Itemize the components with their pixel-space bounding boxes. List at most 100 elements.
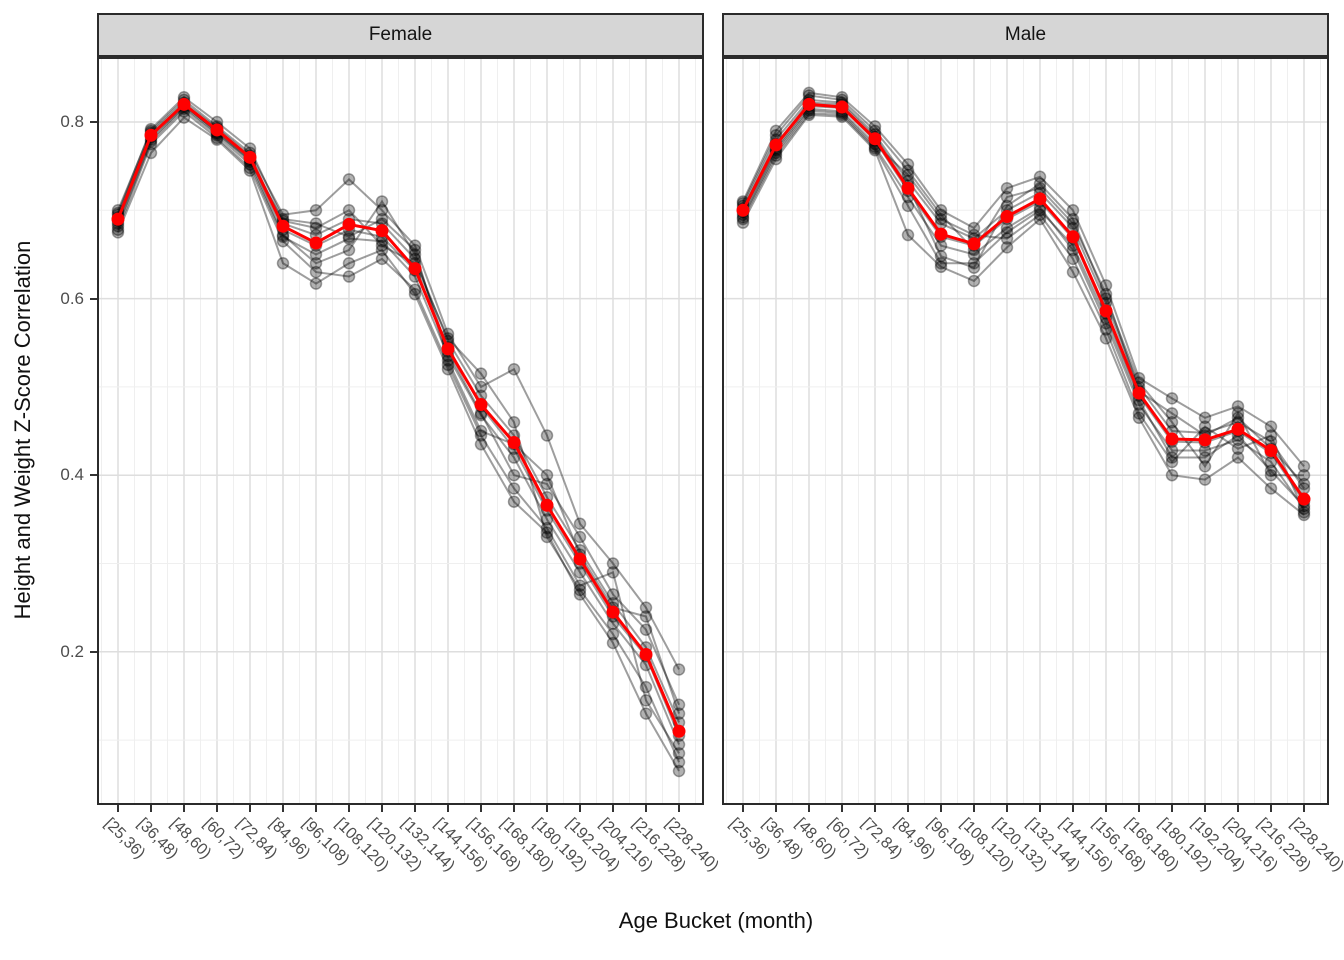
member-series-point: [934, 239, 948, 252]
mean-series-point: [835, 100, 849, 114]
member-series-point: [1066, 252, 1080, 266]
member-series-point: [1198, 473, 1212, 486]
member-series-point: [901, 168, 915, 182]
member-series-point: [573, 588, 587, 601]
member-series-point: [1297, 506, 1311, 519]
x-tick-mark: [874, 805, 876, 812]
mean-series-point: [868, 132, 882, 146]
x-tick-mark: [1204, 805, 1206, 812]
member-series-point: [1231, 442, 1245, 455]
member-series-point: [934, 208, 948, 221]
member-series-point: [967, 274, 981, 288]
mean-series-point: [375, 224, 389, 238]
member-series-point: [507, 468, 521, 482]
member-series-point: [1099, 323, 1113, 336]
member-series-point: [1297, 468, 1311, 482]
member-series-point: [375, 239, 389, 252]
member-series-point: [639, 623, 653, 636]
member-series-point: [672, 764, 686, 778]
member-series-line: [742, 107, 1305, 513]
x-tick-mark: [973, 805, 975, 812]
member-series-point: [1066, 204, 1080, 217]
member-series-line: [117, 95, 680, 714]
member-series-point: [639, 601, 653, 614]
member-series-line: [742, 98, 1305, 490]
mean-series-point: [276, 219, 290, 233]
member-series-point: [1165, 451, 1179, 464]
member-series-point: [540, 521, 554, 535]
x-tick-mark: [546, 805, 548, 812]
member-series-point: [1099, 287, 1113, 301]
member-series-point: [507, 451, 521, 464]
x-tick-mark: [1303, 805, 1305, 812]
member-series-point: [1297, 508, 1311, 522]
member-series-point: [672, 707, 686, 720]
member-series-point: [474, 438, 488, 451]
member-series-point: [1099, 279, 1113, 292]
x-tick-mark: [808, 805, 810, 812]
member-series-point: [540, 468, 554, 482]
member-series-point: [111, 223, 125, 236]
member-series-point: [1165, 468, 1179, 482]
member-series-point: [408, 287, 422, 301]
member-series-point: [342, 270, 356, 283]
member-series-point: [1264, 464, 1278, 478]
facet-strip-female: Female: [97, 13, 704, 57]
mean-series-point: [802, 97, 816, 111]
mean-series-point: [967, 237, 981, 251]
member-series-point: [1198, 420, 1212, 433]
member-series-point: [672, 747, 686, 760]
member-series-point: [408, 248, 422, 261]
panel-female: [97, 57, 704, 805]
panel-male: [722, 57, 1329, 805]
member-series-line: [742, 112, 1305, 507]
member-series-point: [1297, 460, 1311, 473]
mean-series-point: [1132, 386, 1146, 400]
member-series-point: [1099, 332, 1113, 345]
member-series-point: [1033, 208, 1047, 221]
x-tick-mark: [579, 805, 581, 812]
member-series-point: [540, 526, 554, 539]
member-series-point: [1066, 217, 1080, 230]
member-series-point: [967, 257, 981, 270]
mean-series-point: [736, 203, 750, 217]
member-series-point: [342, 173, 356, 186]
member-series-line: [742, 109, 1305, 510]
x-tick-mark: [1072, 805, 1074, 812]
mean-series-point: [934, 227, 948, 241]
x-tick-mark: [249, 805, 251, 812]
x-tick-mark: [150, 805, 152, 812]
member-series-point: [276, 257, 290, 270]
member-series-point: [1231, 400, 1245, 413]
member-series-point: [276, 234, 290, 248]
x-tick-mark: [216, 805, 218, 812]
member-series-point: [1033, 177, 1047, 191]
mean-series-point: [672, 724, 686, 738]
member-series-point: [573, 583, 587, 597]
x-tick-mark: [1006, 805, 1008, 812]
member-series-point: [309, 265, 323, 279]
mean-series-point: [441, 342, 455, 356]
member-series-point: [573, 566, 587, 579]
y-tick-label: 0.2: [60, 641, 84, 661]
y-axis-title: Height and Weight Z-Score Correlation: [10, 240, 35, 620]
member-series-point: [342, 230, 356, 244]
member-series-point: [1000, 232, 1014, 245]
member-series-point: [408, 239, 422, 252]
member-series-point: [507, 362, 521, 376]
x-tick-mark: [315, 805, 317, 812]
member-series-point: [901, 158, 915, 171]
mean-series-point: [573, 552, 587, 566]
y-tick-label: 0.8: [60, 112, 84, 131]
member-series-point: [769, 124, 783, 138]
member-series-point: [934, 212, 948, 226]
member-series-point: [1264, 468, 1278, 482]
mean-series-point: [1264, 443, 1278, 457]
x-tick-mark: [742, 805, 744, 812]
member-series-line: [742, 113, 1305, 516]
mean-series-line: [116, 102, 681, 732]
member-series-point: [639, 694, 653, 707]
member-series-point: [736, 216, 750, 229]
member-series-point: [967, 261, 981, 274]
member-series-point: [672, 698, 686, 712]
